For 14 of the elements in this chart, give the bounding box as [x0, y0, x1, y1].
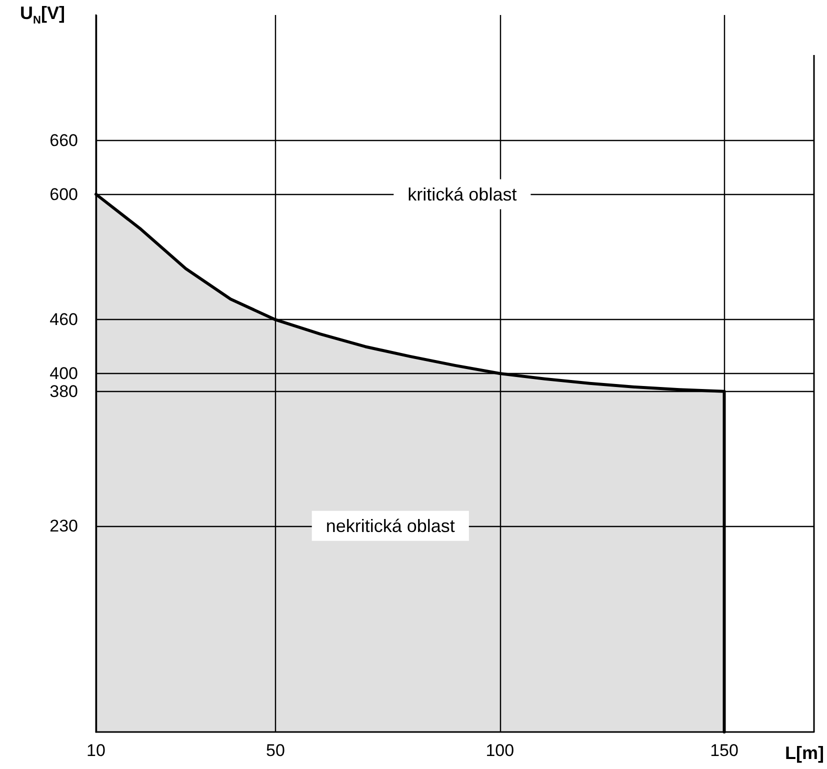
x-tick-label: 50 [266, 741, 285, 760]
y-tick-label: 460 [50, 310, 78, 330]
x-axis-title: L[m] [785, 743, 824, 763]
y-tick-label: 380 [50, 382, 78, 401]
y-tick-label: 230 [50, 516, 78, 536]
x-tick-label: 100 [486, 741, 514, 760]
y-tick-label: 660 [50, 130, 78, 150]
x-tick-label: 150 [710, 741, 738, 760]
y-axis-title: U$_{N}$[V] [20, 3, 65, 27]
x-tick-label: 10 [86, 741, 106, 760]
annotation: kritická oblast [408, 184, 517, 204]
annotation: nekritická oblast [326, 516, 455, 536]
y-tick-label: 400 [50, 364, 78, 383]
y-tick-label: 600 [50, 184, 78, 204]
